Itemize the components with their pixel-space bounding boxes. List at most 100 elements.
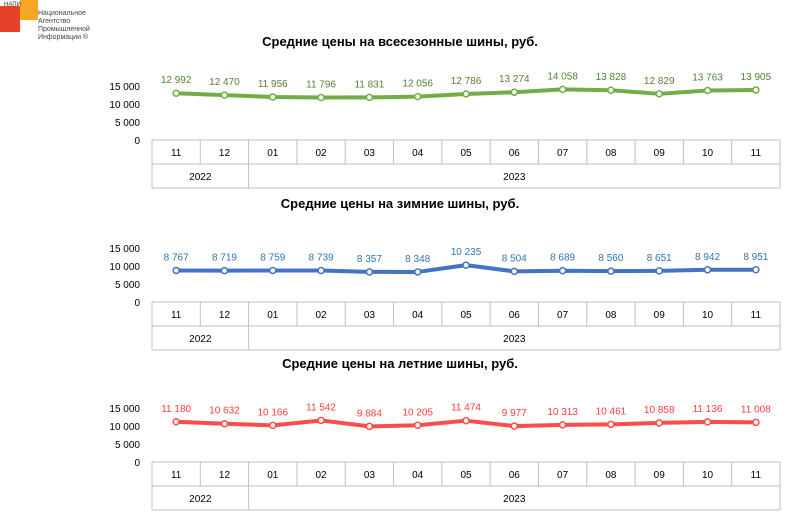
category-label: 11 [751,470,762,481]
category-label: 06 [509,470,521,481]
data-point [365,422,374,431]
data-label: 13 828 [596,72,627,83]
data-label: 14 058 [547,71,578,82]
data-label: 13 905 [741,72,772,83]
data-point [317,266,325,275]
y-tick-label: 5 000 [115,118,140,129]
data-label: 12 786 [451,76,482,87]
data-point [607,267,615,275]
data-label: 11 542 [306,402,336,413]
y-tick-label: 15 000 [109,404,140,415]
logo-orange-square [20,0,38,20]
data-point [220,419,229,428]
data-label: 11 796 [306,80,336,91]
data-point [172,418,180,426]
category-label: 03 [364,310,376,321]
data-point [462,416,470,425]
data-point [752,86,760,94]
data-label: 8 348 [405,254,430,265]
chart-title-summer: Средние цены на летние шины, руб. [282,356,518,371]
category-label: 10 [702,310,714,321]
year-label: 2023 [503,494,526,505]
category-label: 11 [751,310,762,321]
data-label: 8 951 [743,252,768,263]
data-label: 12 470 [209,77,240,88]
data-label: 11 136 [693,404,723,415]
logo-red-square [0,6,20,32]
data-point [172,89,180,97]
category-label: 09 [654,148,666,159]
data-point [558,266,567,275]
category-label: 10 [702,148,714,159]
data-label: 9 977 [502,408,527,419]
data-point [220,91,229,99]
category-label: 07 [557,470,569,481]
data-label: 8 357 [357,254,382,265]
data-label: 12 829 [644,76,675,87]
data-label: 10 858 [644,405,675,416]
data-point [703,418,712,426]
data-label: 10 461 [596,406,627,417]
category-label: 11 [171,148,182,159]
data-label: 10 632 [209,406,240,417]
category-label: 08 [605,148,617,159]
category-label: 12 [219,310,231,321]
category-label: 11 [171,310,182,321]
data-point [317,93,325,102]
data-point [655,419,663,427]
data-point [558,421,567,429]
data-point [269,266,277,275]
category-label: 05 [460,148,472,159]
data-point [558,85,567,94]
data-label: 11 956 [258,79,288,90]
category-label: 01 [267,470,279,481]
data-label: 10 205 [402,407,433,418]
data-point [365,93,374,102]
data-label: 10 235 [451,247,482,258]
data-point [413,92,422,101]
data-point [220,266,229,275]
data-label: 12 992 [161,75,192,86]
category-label: 11 [171,470,182,481]
year-label: 2022 [189,334,212,345]
y-tick-label: 10 000 [109,100,140,111]
data-point [703,86,712,95]
year-label: 2023 [503,334,526,345]
data-label: 13 763 [692,72,723,83]
category-label: 08 [605,310,617,321]
y-tick-label: 15 000 [109,244,140,255]
data-point [655,267,663,275]
chart-title-winter: Средние цены на зимние шины, руб. [280,196,520,211]
category-label: 09 [654,470,666,481]
logo-abbreviation: НАПИ [4,2,21,8]
data-point [317,416,325,425]
category-label: 03 [364,470,376,481]
category-label: 02 [316,310,328,321]
y-tick-label: 15 000 [109,82,140,93]
data-point [413,268,422,276]
category-label: 02 [316,470,328,481]
data-point [365,268,374,276]
category-label: 01 [267,148,279,159]
category-label: 04 [412,470,424,481]
data-point [172,266,180,275]
data-label: 8 689 [550,253,575,264]
data-label: 8 719 [212,253,237,264]
data-point [752,418,760,427]
data-label: 11 008 [741,404,771,415]
data-point [655,90,663,98]
y-tick-label: 5 000 [115,440,140,451]
data-label: 10 313 [547,407,578,418]
data-label: 8 504 [502,253,527,264]
data-point [510,88,519,96]
y-tick-label: 0 [134,136,140,147]
chart-title-all-season: Средние цены на всесезонные шины, руб. [262,34,538,49]
category-label: 04 [412,148,424,159]
data-point [607,420,615,429]
year-label: 2022 [189,172,212,183]
category-label: 08 [605,470,617,481]
y-tick-label: 10 000 [109,422,140,433]
data-point [462,261,470,269]
logo-text: Национальное Агентство Промышленной Инфо… [38,10,108,42]
data-label: 8 651 [647,253,672,264]
